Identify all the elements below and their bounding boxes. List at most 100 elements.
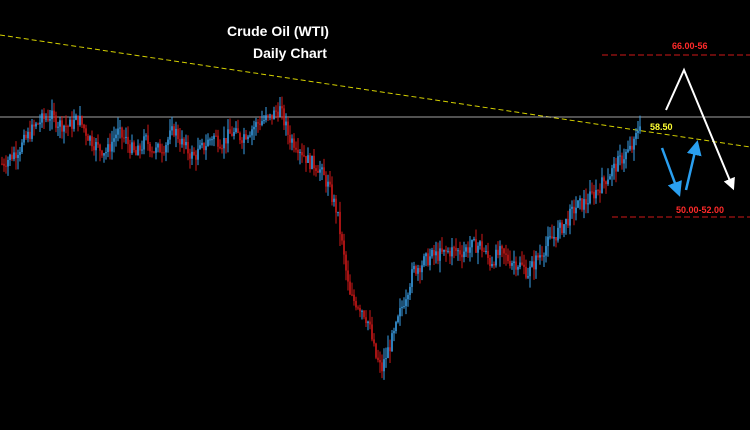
- candle-up: [553, 237, 555, 239]
- candle-up: [19, 152, 21, 155]
- candle-up: [205, 146, 207, 151]
- candle-down: [379, 360, 381, 363]
- candle-down: [221, 148, 223, 150]
- candle-up: [191, 151, 193, 159]
- candle-down: [503, 248, 505, 254]
- candle-down: [159, 143, 161, 153]
- candle-up: [559, 222, 561, 228]
- candle-down: [309, 155, 311, 170]
- candle-up: [601, 177, 603, 193]
- candle-up: [299, 152, 301, 154]
- candle-up: [633, 138, 635, 150]
- candle-down: [567, 218, 569, 226]
- current-price-label: 58.50: [650, 122, 673, 132]
- candle-up: [69, 119, 71, 127]
- candle-down: [231, 133, 233, 136]
- candle-up: [579, 198, 581, 201]
- candle-up: [495, 249, 497, 266]
- candle-down: [29, 131, 31, 139]
- candle-up: [607, 179, 609, 185]
- candle-up: [321, 167, 323, 170]
- candle-up: [17, 154, 19, 158]
- candle-up: [251, 129, 253, 136]
- candle-up: [333, 198, 335, 202]
- candle-up: [543, 255, 545, 257]
- candle-down: [631, 145, 633, 150]
- candle-down: [515, 261, 517, 270]
- candle-down: [323, 167, 325, 176]
- candle-down: [551, 236, 553, 239]
- candle-up: [23, 134, 25, 143]
- candle-up: [269, 114, 271, 116]
- candle-up: [57, 126, 59, 128]
- candles: [1, 96, 641, 380]
- candle-down: [3, 163, 5, 166]
- candle-up: [141, 149, 143, 151]
- candle-up: [421, 265, 423, 273]
- candle-down: [537, 255, 539, 258]
- candle-down: [581, 198, 583, 210]
- candle-down: [347, 270, 349, 282]
- projection-up-then-down-arrow: [665, 67, 735, 191]
- candle-up: [457, 250, 459, 252]
- candle-down: [441, 248, 443, 252]
- candle-down: [597, 190, 599, 192]
- candle-down: [359, 308, 361, 312]
- candle-down: [65, 125, 67, 127]
- candle-up: [31, 124, 33, 139]
- candle-up: [451, 247, 453, 257]
- candle-down: [281, 106, 283, 109]
- candle-down: [147, 135, 149, 144]
- candle-down: [267, 115, 269, 117]
- candle-down: [257, 122, 259, 124]
- candle-down: [353, 294, 355, 302]
- candle-up: [13, 152, 15, 160]
- candle-up: [511, 263, 513, 266]
- candle-down: [139, 145, 141, 151]
- candle-down: [219, 146, 221, 149]
- candle-up: [337, 211, 339, 213]
- candle-up: [285, 121, 287, 126]
- candle-up: [531, 261, 533, 267]
- candle-down: [315, 168, 317, 171]
- candle-down: [87, 135, 89, 141]
- candle-down: [593, 191, 595, 199]
- candle-up: [175, 128, 177, 136]
- candle-up: [273, 110, 275, 120]
- candle-down: [93, 146, 95, 151]
- candle-up: [261, 121, 263, 125]
- upper-target-label: 66.00-56: [672, 41, 708, 51]
- candle-up: [469, 247, 471, 253]
- candle-up: [629, 145, 631, 150]
- candle-up: [247, 136, 249, 140]
- candle-up: [549, 236, 551, 238]
- candle-up: [383, 359, 385, 372]
- candle-up: [465, 247, 467, 252]
- candle-down: [283, 108, 285, 126]
- candle-up: [107, 144, 109, 153]
- candle-up: [255, 122, 257, 127]
- candle-down: [177, 128, 179, 140]
- candle-up: [409, 286, 411, 295]
- candle-down: [123, 137, 125, 139]
- candle-up: [463, 251, 465, 258]
- candle-up: [249, 135, 251, 137]
- candle-up: [479, 241, 481, 246]
- candle-up: [115, 134, 117, 139]
- candle-up: [547, 236, 549, 247]
- candle-down: [187, 141, 189, 154]
- candle-up: [571, 206, 573, 209]
- candle-down: [561, 222, 563, 234]
- candle-down: [345, 254, 347, 271]
- candle-up: [617, 156, 619, 172]
- candle-up: [223, 137, 225, 149]
- candle-up: [407, 294, 409, 300]
- candle-up: [401, 306, 403, 309]
- candle-up: [171, 126, 173, 131]
- candle-up: [411, 269, 413, 287]
- candle-up: [279, 106, 281, 117]
- candle-up: [207, 139, 209, 147]
- candle-up: [535, 255, 537, 270]
- candle-up: [557, 227, 559, 241]
